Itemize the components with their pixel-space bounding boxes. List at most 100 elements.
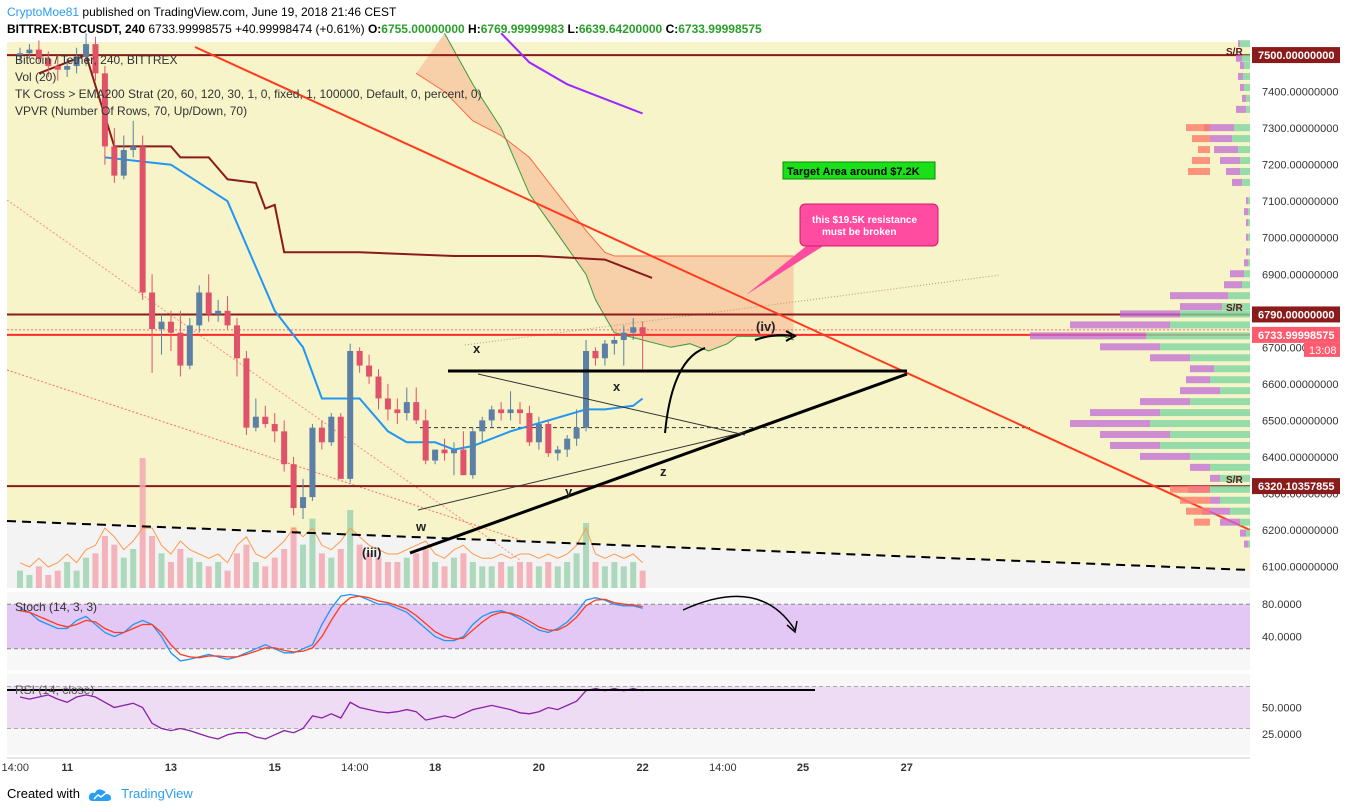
volume-bar <box>488 566 495 588</box>
rsi-title: RSI (14, close) <box>15 683 94 697</box>
candle-body <box>517 409 524 414</box>
volume-bar <box>554 566 561 588</box>
sr-price-tag <box>1252 306 1340 323</box>
time-tick-label: 14:00 <box>341 762 369 774</box>
volume-bar <box>101 536 108 588</box>
candle-body <box>139 146 146 293</box>
candle-body <box>111 146 118 176</box>
candle-body <box>64 66 71 70</box>
candle-body <box>309 427 316 498</box>
volume-bar <box>639 570 646 588</box>
time-tick-label: 20 <box>533 762 545 774</box>
cloud-span-a <box>415 72 794 257</box>
candle-body <box>271 424 278 432</box>
volume-bar <box>158 553 165 588</box>
vpvr-up-bar <box>1146 332 1250 340</box>
candle-body <box>488 409 495 421</box>
price-tick-label: 6600.00000000 <box>1262 379 1338 391</box>
time-tick-label: 14:00 <box>2 762 30 774</box>
legend-line: VPVR (Number Of Rows, 70, Up/Down, 70) <box>15 104 247 118</box>
vpvr-down-bar <box>1220 518 1240 526</box>
vpvr-down-bar <box>1150 354 1190 362</box>
candle-body <box>73 56 80 67</box>
candle-body <box>252 416 259 428</box>
volume-bar <box>281 549 288 588</box>
vpvr-down-bar <box>1226 167 1240 175</box>
wave-arc <box>664 347 706 434</box>
rsi-tick-label: 25.0000 <box>1262 729 1302 741</box>
candle-body <box>205 292 212 315</box>
vpvr-down-bar <box>1210 496 1220 504</box>
candle-body <box>243 358 250 428</box>
vpvr-down-bar <box>1232 178 1242 186</box>
vpvr-down-bar <box>1246 197 1248 205</box>
vpvr-up-bar <box>1228 292 1250 300</box>
vpvr-red-bar <box>1192 135 1210 143</box>
price-tag-text: 7500.00000000 <box>1258 50 1334 62</box>
vpvr-red-bar <box>1170 485 1210 493</box>
volume-bar <box>318 553 325 588</box>
vpvr-up-bar <box>1248 197 1250 205</box>
volume-bar <box>64 562 71 588</box>
candle-body <box>92 44 99 74</box>
vpvr-up-bar <box>1190 354 1250 362</box>
candle-body <box>601 343 608 359</box>
vpvr-up-bar <box>1220 474 1250 482</box>
time-tick-label: 22 <box>637 762 649 774</box>
volume-bar <box>347 510 354 588</box>
vpvr-up-bar <box>1240 40 1250 48</box>
candle-body <box>592 350 599 359</box>
vpvr-up-bar <box>1210 463 1250 471</box>
candle-body <box>347 350 354 479</box>
candle-body <box>413 402 420 421</box>
vpvr-up-bar <box>1244 270 1250 278</box>
candle-body <box>450 449 457 454</box>
vpvr-down-bar <box>1180 303 1222 311</box>
wave-label-iv: (iv) <box>756 319 776 334</box>
vpvr-down-bar <box>1170 292 1228 300</box>
vpvr-down-bar <box>1100 430 1170 438</box>
volume-bar <box>573 553 580 588</box>
price-tick-label: 7100.00000000 <box>1262 196 1338 208</box>
candle-body <box>224 310 231 326</box>
volume-bar <box>413 553 420 588</box>
vpvr-down-bar <box>1244 208 1248 216</box>
ohlc-line: BITTREX:BTCUSDT, 240 6733.99998575 +40.9… <box>7 22 762 36</box>
vpvr-down-bar <box>1238 72 1243 80</box>
vpvr-down-bar <box>1240 83 1244 91</box>
stoch-axis <box>1252 592 1348 670</box>
vpvr-red-bar <box>1188 167 1210 175</box>
price-tag-text: 6733.99998575 <box>1258 330 1334 342</box>
candle-body <box>564 438 571 450</box>
countdown-tag <box>1304 342 1340 357</box>
wave-label-w: w <box>415 519 427 534</box>
stoch-arrowhead <box>786 620 798 634</box>
target-area-box <box>782 161 936 180</box>
candle-body <box>535 424 542 443</box>
low-label: L: <box>567 22 579 36</box>
vpvr-down-bar <box>1240 62 1244 70</box>
vpvr-up-bar <box>1240 167 1250 175</box>
volume-bar <box>92 553 99 588</box>
vpvr-down-bar <box>1030 332 1146 340</box>
time-tick-label: 18 <box>429 762 441 774</box>
vpvr-down-bar <box>1230 270 1244 278</box>
vpvr-down-bar <box>1090 409 1160 417</box>
candle-body <box>620 332 627 341</box>
tradingview-link[interactable]: TradingView <box>121 786 193 801</box>
volume-bar <box>252 562 259 588</box>
vpvr-up-bar <box>1242 178 1250 186</box>
time-tick-label: 27 <box>901 762 913 774</box>
vpvr-down-bar <box>1140 452 1190 460</box>
high-value: 6769.99999983 <box>480 22 565 36</box>
volume-bar <box>196 562 203 588</box>
vpvr-up-bar <box>1222 303 1250 311</box>
volume-bar <box>271 557 278 588</box>
volume-bar <box>432 562 439 588</box>
volume-bar <box>564 562 571 588</box>
candle-body <box>233 325 240 359</box>
volume-bar <box>177 549 184 588</box>
ichimoku-cloud <box>416 33 794 351</box>
author-link[interactable]: CryptoMoe81 <box>7 5 80 19</box>
